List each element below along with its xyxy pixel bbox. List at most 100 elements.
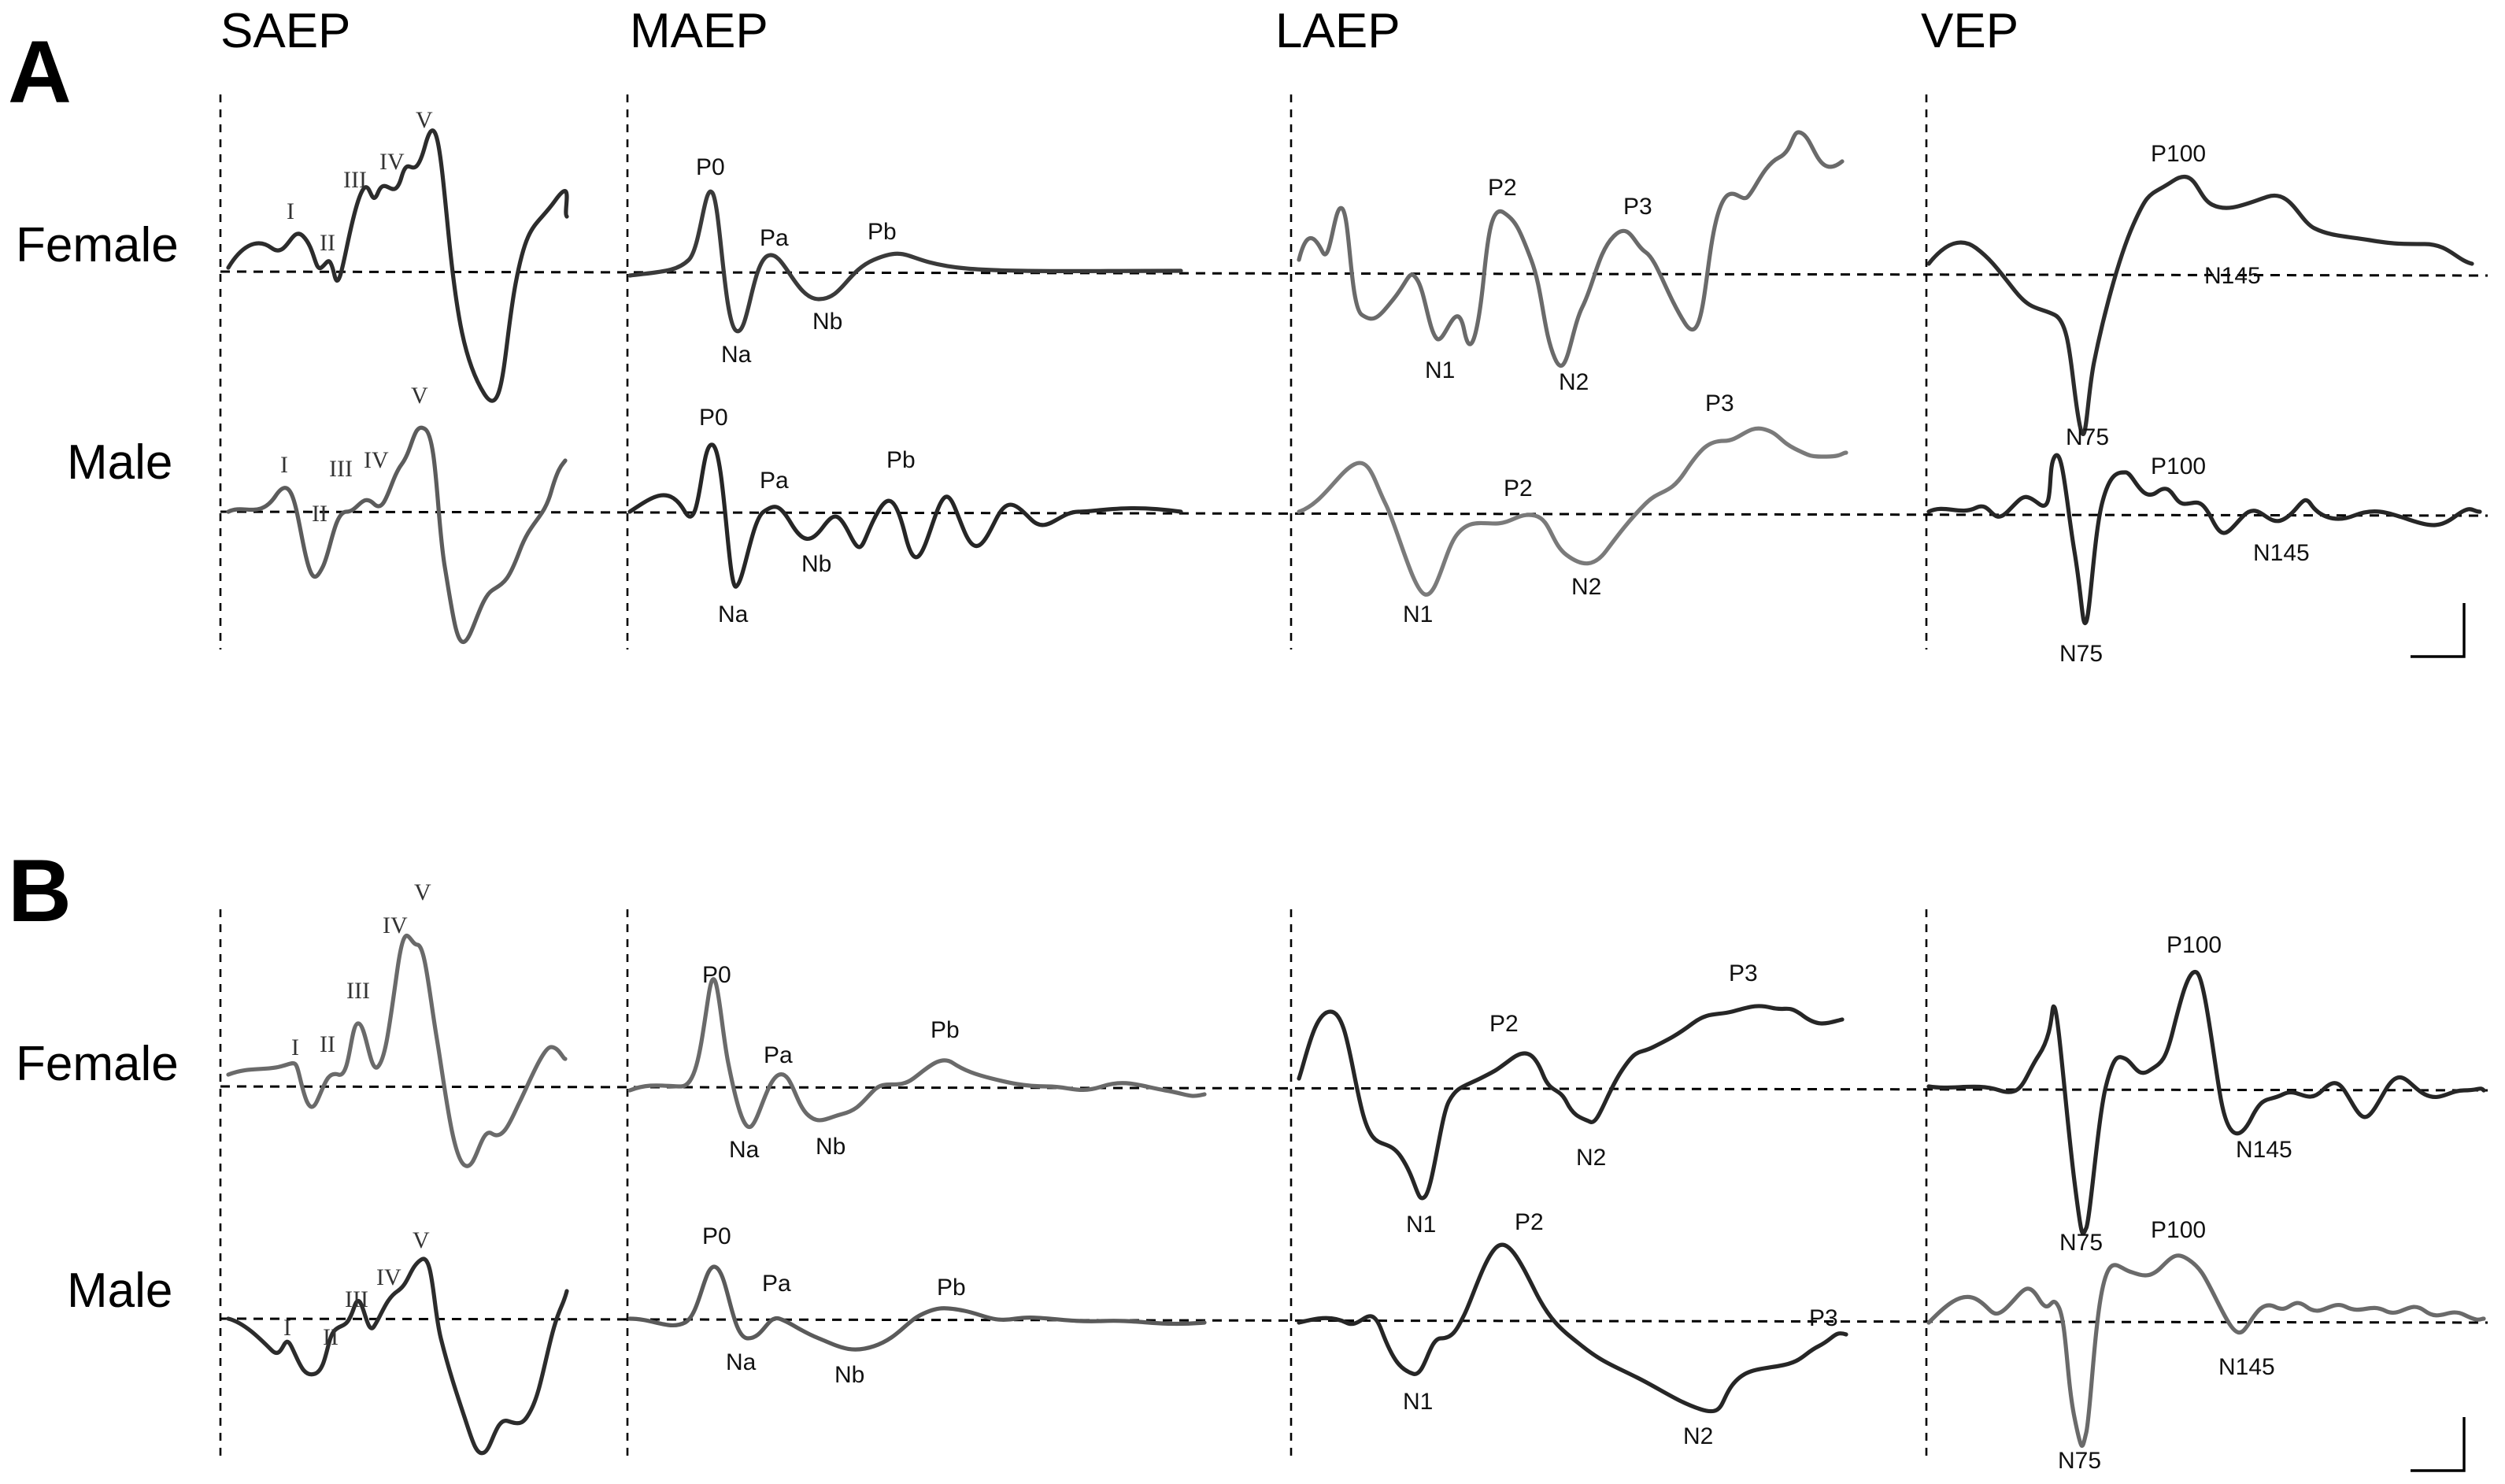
waveform-maep-male-a (627, 442, 1183, 589)
peak-label-p100: P100 (2151, 141, 2206, 167)
column-title-laep: LAEP (1275, 4, 1401, 58)
waveform-laep-male-a (1297, 426, 1848, 597)
scale-bar-b (2411, 1417, 2466, 1472)
peak-label-p0: P0 (702, 962, 731, 988)
peak-label-iii: III (346, 978, 370, 1004)
peak-label-n1: N1 (1403, 1389, 1433, 1415)
peak-label-ii: II (320, 230, 335, 256)
peak-label-n1: N1 (1406, 1212, 1436, 1238)
scale-bar-a (2411, 603, 2466, 658)
waveform-maep-female-b (627, 977, 1207, 1130)
panel-letter-b: B (8, 842, 72, 940)
column-title-vep: VEP (1921, 4, 2018, 58)
waveform-saep-male-b (226, 1256, 569, 1456)
peak-label-p0: P0 (699, 405, 728, 431)
peak-label-pa: Pa (762, 1271, 791, 1297)
peak-label-p3: P3 (1705, 390, 1734, 416)
peak-label-na: Na (721, 342, 752, 368)
peak-label-nb: Nb (812, 309, 842, 335)
column-title-maep: MAEP (630, 4, 768, 58)
peak-label-na: Na (729, 1137, 760, 1163)
peak-label-p0: P0 (696, 154, 725, 180)
waveform-saep-female-b (226, 934, 568, 1168)
peak-label-v: V (411, 383, 428, 409)
baselines (220, 270, 2488, 1324)
peak-label-nb: Nb (816, 1134, 845, 1160)
peak-label-n145: N145 (2253, 540, 2310, 566)
row-label-male-a: Male (67, 435, 172, 490)
peak-label-pb: Pb (931, 1017, 960, 1043)
peak-label-pb: Pb (886, 447, 916, 473)
peak-label-p2: P2 (1515, 1209, 1544, 1235)
waveform-vep-female-a (1926, 174, 2474, 436)
peak-label-p2: P2 (1489, 1011, 1519, 1037)
waveform-vep-male-a (1926, 453, 2482, 626)
peak-label-p100: P100 (2166, 932, 2222, 958)
row-label-male-b: Male (67, 1264, 172, 1318)
peak-label-p3: P3 (1623, 194, 1652, 220)
row-label-female-b: Female (16, 1037, 179, 1091)
waveform-saep-male-a (226, 425, 568, 644)
peak-label-v: V (413, 1227, 430, 1253)
peak-label-n1: N1 (1425, 357, 1455, 383)
trace-group-male-b: I II III IV V P0 Na Pa Nb Pb N1 P2 N2 P3… (226, 1209, 2486, 1474)
peak-label-pb: Pb (868, 219, 897, 245)
peak-label-p2: P2 (1504, 476, 1533, 501)
peak-label-iv: IV (383, 912, 408, 938)
peak-label-p3: P3 (1729, 960, 1758, 986)
waveform-maep-female-a (627, 189, 1183, 334)
waveform-vep-female-b (1926, 970, 2486, 1236)
waveform-laep-male-b (1297, 1242, 1848, 1414)
peak-label-n2: N2 (1576, 1145, 1606, 1171)
peak-label-p100: P100 (2151, 453, 2206, 479)
baseline-female-b (220, 1085, 2488, 1092)
peak-label-ii: II (312, 501, 327, 527)
peak-label-pa: Pa (760, 225, 789, 251)
peak-label-n145: N145 (2218, 1354, 2275, 1380)
peak-label-n2: N2 (1559, 369, 1589, 395)
peak-label-iii: III (345, 1286, 368, 1312)
peak-label-i: I (283, 1315, 291, 1341)
panel-letter-a: A (8, 23, 72, 121)
peak-label-n75: N75 (2058, 1448, 2101, 1474)
trace-group-female-a: I II III IV V P0 Na Pa Nb Pb N1 P2 N2 P3… (226, 107, 2474, 450)
peak-label-n145: N145 (2204, 263, 2261, 289)
peak-label-v: V (416, 107, 433, 133)
peak-label-pb: Pb (937, 1275, 966, 1301)
peak-label-na: Na (718, 601, 749, 627)
peak-label-ii: II (320, 1031, 335, 1057)
peak-label-n145: N145 (2236, 1137, 2292, 1163)
peak-label-n75: N75 (2059, 1230, 2103, 1256)
peak-label-p2: P2 (1488, 175, 1517, 201)
trace-group-female-b: I II III IV V P0 Na Pa Nb Pb N1 P2 N2 P3… (226, 879, 2486, 1256)
peak-label-nb: Nb (801, 551, 831, 577)
column-title-saep: SAEP (220, 4, 350, 58)
peak-label-na: Na (726, 1349, 757, 1375)
peak-label-iii: III (329, 456, 353, 482)
peak-label-pa: Pa (760, 468, 789, 494)
peak-label-n1: N1 (1403, 601, 1433, 627)
waveform-laep-female-b (1297, 1004, 1845, 1201)
peak-label-i: I (291, 1034, 299, 1060)
peak-label-p0: P0 (702, 1223, 731, 1249)
peak-label-p100: P100 (2151, 1217, 2206, 1243)
waveform-saep-female-a (226, 128, 569, 403)
waveform-vep-male-b (1926, 1253, 2486, 1448)
baseline-male-b (220, 1317, 2488, 1324)
peak-label-ii: II (323, 1324, 339, 1350)
peak-label-p3: P3 (1809, 1305, 1838, 1331)
peak-label-iv: IV (379, 149, 405, 175)
peak-label-i: I (280, 452, 288, 478)
peak-label-iv: IV (364, 447, 389, 473)
peak-label-i: I (287, 198, 294, 224)
peak-label-n2: N2 (1571, 574, 1601, 600)
peak-label-pa: Pa (764, 1042, 793, 1068)
peak-label-iii: III (343, 167, 367, 193)
peak-label-n2: N2 (1683, 1423, 1713, 1449)
peak-label-v: V (414, 879, 431, 905)
trace-group-male-a: I II III IV V P0 Na Pa Nb Pb N1 P2 N2 P3… (226, 383, 2482, 667)
peak-label-n75: N75 (2059, 641, 2103, 667)
peak-label-nb: Nb (834, 1362, 864, 1388)
onset-markers (219, 94, 1928, 1460)
